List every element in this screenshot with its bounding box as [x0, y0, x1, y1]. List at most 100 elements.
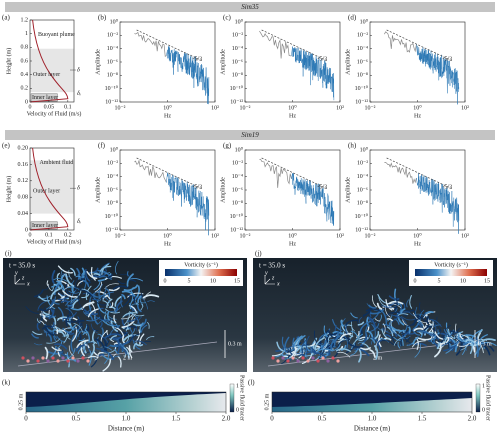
- vortex-stroke: [347, 342, 365, 348]
- vortex-stroke: [365, 308, 382, 312]
- vortex-stroke: [140, 324, 148, 333]
- cylinder: [81, 356, 85, 360]
- vortex-stroke: [70, 334, 76, 353]
- axes-triad: [264, 275, 275, 285]
- vortex-stroke: [401, 330, 412, 344]
- vortex-stroke: [132, 284, 139, 290]
- vortex-stroke: [73, 327, 80, 333]
- vortex-stroke: [68, 345, 74, 357]
- panel-label: (i): [5, 250, 12, 258]
- vortex-stroke: [368, 316, 373, 323]
- vortex-stroke: [392, 314, 407, 324]
- y-tick-label: 10⁻⁶: [357, 187, 368, 193]
- vortex-stroke: [67, 304, 74, 307]
- panel-label: (g): [223, 142, 232, 150]
- vortex-stroke: [344, 319, 359, 326]
- vortex-stroke: [326, 334, 330, 343]
- vortex-stroke: [382, 323, 386, 334]
- spectrum-low: [384, 162, 417, 184]
- cylinder: [21, 356, 25, 360]
- y-tick-label: 10⁻²: [357, 161, 368, 167]
- vortex-stroke: [369, 311, 372, 318]
- vortex-stroke: [65, 298, 80, 306]
- vortex-stroke: [113, 314, 117, 324]
- vortex-stroke: [48, 309, 55, 320]
- vortex-stroke: [53, 278, 67, 282]
- vortex-stroke: [357, 341, 365, 344]
- vortex-stroke: [414, 343, 422, 358]
- vortex-stroke: [371, 323, 376, 340]
- tracer-plume: [272, 398, 472, 412]
- vortex-stroke: [128, 345, 133, 353]
- vortex-stroke: [71, 317, 74, 323]
- vortex-stroke: [65, 314, 70, 327]
- vortex-stroke: [102, 358, 112, 372]
- vortex-stroke: [358, 316, 363, 324]
- x-tick-label: 10²: [211, 105, 219, 111]
- axis-letter: y: [14, 270, 18, 276]
- vortex-stroke: [51, 346, 62, 351]
- vortex-stroke: [359, 336, 369, 340]
- vortex-stroke: [90, 266, 96, 281]
- vortex-stroke: [78, 334, 82, 343]
- vortex-stroke: [36, 322, 40, 331]
- vortex-stroke: [407, 325, 411, 334]
- vortex-stroke: [61, 349, 64, 354]
- x-tick-label: 10⁻²: [115, 233, 126, 239]
- vortex-stroke: [126, 271, 129, 277]
- slope-label: -5/3: [192, 57, 202, 63]
- slope-label: -5/3: [317, 185, 327, 191]
- vortex-stroke: [301, 339, 307, 354]
- vortex-stroke: [123, 342, 128, 346]
- spectrum-high: [416, 173, 460, 234]
- vortex-stroke: [88, 299, 94, 315]
- vortex-stroke: [354, 348, 370, 357]
- vortex-stroke: [110, 302, 114, 309]
- vortex-stroke: [100, 265, 112, 272]
- vortex-stroke: [455, 341, 463, 356]
- vortex-stroke: [431, 319, 437, 332]
- vortex-stroke: [50, 287, 61, 300]
- vortex-stroke: [101, 291, 115, 300]
- vortex-stroke: [451, 342, 457, 352]
- cylinder: [276, 359, 280, 363]
- slope-line: [261, 29, 329, 62]
- y-tick-label: 10⁰: [110, 18, 119, 25]
- vortex-stroke: [62, 327, 72, 334]
- vortex-stroke: [452, 332, 465, 344]
- outer-label: Outer layer: [33, 188, 60, 194]
- vortex-stroke: [321, 343, 335, 355]
- vortex-stroke: [313, 330, 321, 347]
- panel-label: (f): [98, 142, 106, 150]
- vortex-stroke: [388, 322, 395, 334]
- vortex-stroke: [379, 308, 387, 325]
- vortex-stroke: [332, 343, 341, 352]
- axis-letter: y: [264, 270, 268, 276]
- vortex-stroke: [100, 346, 112, 351]
- vortex-stroke: [97, 351, 104, 355]
- tracer-plume: [26, 393, 226, 412]
- cylinder: [311, 356, 315, 360]
- vortex-stroke: [412, 336, 419, 345]
- vortex-stroke: [350, 320, 355, 332]
- vortex-stroke: [305, 335, 310, 351]
- colorbar-tick-label: 15: [234, 278, 240, 284]
- upper-label: Buoyant plume: [38, 32, 75, 38]
- slope-line: [386, 29, 454, 62]
- y-axis-label: Amplitude: [95, 49, 101, 75]
- vortex-stroke: [453, 331, 464, 340]
- x-axis-label: Distance (m): [108, 425, 145, 433]
- x-axis-label: Hz: [164, 113, 171, 119]
- vortex-stroke: [426, 315, 429, 325]
- vortex-stroke: [62, 273, 69, 278]
- vortex-stroke: [433, 336, 436, 344]
- vortex-stroke: [401, 307, 415, 312]
- spectrum-high: [291, 173, 335, 226]
- vortex-stroke: [374, 318, 381, 322]
- vortex-stroke: [77, 289, 94, 298]
- vortex-stroke: [304, 348, 320, 357]
- vortex-stroke: [435, 341, 446, 345]
- x-tick-label: 10²: [461, 233, 469, 239]
- y-tick-label: 0: [25, 227, 28, 233]
- vortex-stroke: [372, 295, 378, 308]
